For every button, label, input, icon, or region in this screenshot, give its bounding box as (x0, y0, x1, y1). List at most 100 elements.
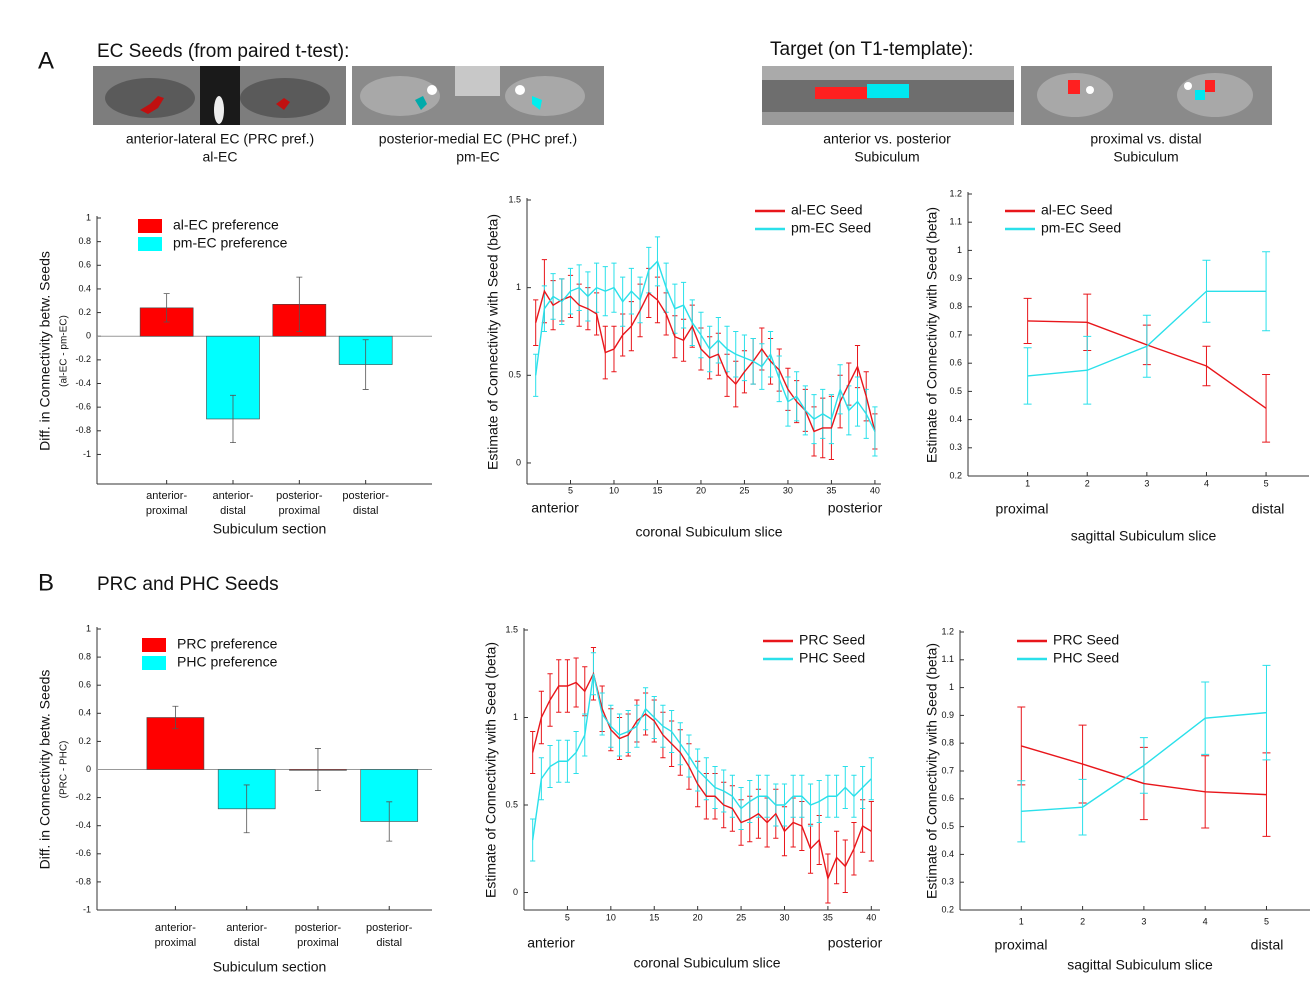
y-tick-label: 0.4 (949, 414, 962, 424)
panel-title: EC Seeds (from paired t-test): (97, 41, 349, 62)
y-tick-label: -0.2 (75, 354, 91, 364)
error-bar (229, 394, 236, 444)
y-tick-label: 1 (516, 282, 521, 292)
x-end-label: posterior (828, 500, 883, 516)
y-axis-sublabel: (al-EC - pm-EC) (59, 315, 70, 387)
series-line (1021, 745, 1267, 796)
image-caption: Subiculum (1113, 149, 1178, 165)
y-tick-label: 0.4 (78, 283, 91, 293)
y-tick-label: 0.5 (505, 799, 518, 809)
x-axis-label: sagittal Subiculum slice (1071, 528, 1217, 544)
series-line (531, 673, 872, 841)
x-tick-label: anterior-distal (213, 490, 254, 517)
x-tick-label: 25 (739, 485, 749, 495)
x-tick-label: posterior-distal (366, 922, 413, 949)
error-bar (163, 293, 170, 323)
x-tick-label: 1 (1019, 916, 1024, 926)
y-tick-label: 0.8 (78, 651, 91, 661)
series-line (535, 260, 876, 432)
y-tick-label: 0.5 (941, 821, 954, 831)
y-tick-label: 0.6 (78, 680, 91, 690)
x-tick-label: 15 (649, 912, 659, 922)
y-tick-label: -0.2 (75, 792, 91, 802)
y-axis-label: Estimate of Connectivity with Seed (beta… (483, 642, 499, 898)
brain-image (93, 66, 346, 125)
legend-label: PHC preference (177, 654, 278, 670)
y-tick-label: 0.8 (78, 236, 91, 246)
legend-label: pm-EC Seed (1041, 220, 1121, 236)
error-bar (533, 353, 539, 397)
legend-label: PRC preference (177, 636, 278, 652)
x-tick-label: 40 (866, 912, 876, 922)
x-tick-label: 30 (779, 912, 789, 922)
y-tick-label: -0.6 (75, 848, 91, 858)
x-axis-label: coronal Subiculum slice (635, 524, 782, 540)
legend-label: al-EC preference (173, 217, 279, 233)
image-caption: al-EC (202, 149, 237, 165)
x-tick-label: 2 (1080, 916, 1085, 926)
brain-image (352, 66, 604, 125)
x-tick-label: 10 (606, 912, 616, 922)
y-tick-label: 0.6 (949, 358, 962, 368)
x-tick-label: 20 (693, 912, 703, 922)
y-tick-label: -0.4 (75, 820, 91, 830)
legend-swatch (138, 219, 162, 233)
x-end-label: proximal (996, 501, 1049, 517)
panel-label: A (38, 47, 54, 74)
error-bar (533, 299, 539, 347)
error-bar (296, 276, 303, 332)
brain-image (1021, 66, 1272, 125)
x-tick-label: posterior-proximal (295, 922, 342, 949)
x-axis-label: coronal Subiculum slice (633, 955, 780, 971)
error-bar (314, 748, 321, 791)
y-tick-label: 1 (86, 623, 91, 633)
legend-label: PHC Seed (1053, 650, 1119, 666)
series-line (1027, 290, 1267, 377)
legend-swatch (142, 656, 166, 670)
y-tick-label: 0.2 (78, 307, 91, 317)
x-tick-label: 3 (1144, 478, 1149, 488)
x-axis-label: sagittal Subiculum slice (1067, 957, 1213, 973)
legend-label: pm-EC Seed (791, 220, 871, 236)
y-tick-label: 0.3 (949, 442, 962, 452)
error-bar (1262, 251, 1271, 332)
error-bar (362, 339, 369, 390)
y-tick-label: 1 (86, 212, 91, 222)
y-tick-label: 0 (513, 887, 518, 897)
legend-swatch (142, 638, 166, 652)
x-tick-label: anterior-proximal (155, 922, 197, 949)
y-tick-label: 1.1 (949, 217, 962, 227)
x-tick-label: posterior-proximal (276, 490, 323, 517)
y-tick-label: 1 (949, 682, 954, 692)
legend-label: pm-EC preference (173, 235, 288, 251)
x-tick-label: 5 (1264, 478, 1269, 488)
y-tick-label: -0.8 (75, 425, 91, 435)
y-tick-label: 1 (957, 245, 962, 255)
legend-label: al-EC Seed (1041, 202, 1113, 218)
series-line (535, 289, 876, 433)
y-tick-label: 0.5 (508, 370, 521, 380)
x-tick-label: 25 (736, 912, 746, 922)
y-axis-label: Estimate of Connectivity with Seed (beta… (924, 643, 940, 899)
x-tick-label: 5 (568, 485, 573, 495)
y-tick-label: 1.5 (508, 194, 521, 204)
x-tick-label: 10 (609, 485, 619, 495)
image-caption: proximal vs. distal (1090, 131, 1201, 147)
y-tick-label: 1.5 (505, 624, 518, 634)
error-bar (872, 406, 878, 457)
y-tick-label: 0.7 (941, 765, 954, 775)
series-line (1027, 320, 1267, 409)
image-caption: anterior vs. posterior (823, 131, 951, 147)
x-end-label: anterior (531, 500, 579, 516)
y-tick-label: 0.7 (949, 329, 962, 339)
x-end-label: proximal (995, 937, 1048, 953)
x-tick-label: 35 (823, 912, 833, 922)
legend-label: PHC Seed (799, 650, 865, 666)
x-tick-label: 30 (783, 485, 793, 495)
y-tick-label: 0 (86, 764, 91, 774)
x-tick-label: 15 (652, 485, 662, 495)
y-tick-label: 0.6 (78, 260, 91, 270)
y-tick-label: -0.6 (75, 402, 91, 412)
x-end-label: anterior (527, 935, 575, 951)
